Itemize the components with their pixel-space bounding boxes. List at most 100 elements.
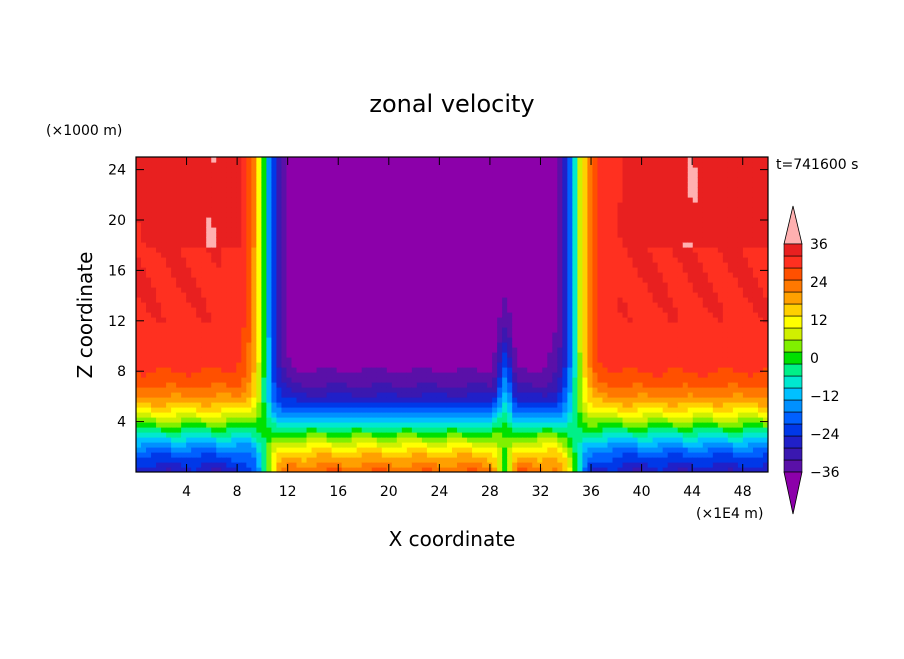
heatmap-cell [436,267,443,273]
heatmap-cell [141,397,147,403]
heatmap-cell [391,402,398,408]
heatmap-cell [306,432,313,438]
heatmap-cell [467,157,473,163]
heatmap-cell [276,227,283,233]
heatmap-cell [351,287,358,293]
heatmap-cell [246,312,252,318]
heatmap-cell [371,372,378,378]
heatmap-cell [186,377,192,383]
heatmap-cell [462,427,468,433]
heatmap-cell [266,242,273,248]
heatmap-cell [351,427,358,433]
heatmap-cell [136,242,142,248]
heatmap-cell [291,332,298,338]
heatmap-cell [166,457,172,463]
heatmap-cell [321,282,328,288]
heatmap-cell [176,312,182,318]
heatmap-cell [472,352,478,358]
heatmap-cell [211,247,217,253]
heatmap-cell [386,222,393,228]
heatmap-cell [366,457,373,463]
heatmap-cell [497,412,503,418]
heatmap-cell [341,397,348,403]
heatmap-cell [482,422,488,428]
heatmap-cell [316,462,323,468]
heatmap-cell [376,262,383,268]
heatmap-cell [376,232,383,238]
heatmap-cell [371,222,378,228]
heatmap-cell [291,382,298,388]
heatmap-cell [472,202,478,208]
heatmap-cell [341,292,348,298]
heatmap-cell [462,222,468,228]
heatmap-cell [406,272,413,278]
heatmap-cell [236,192,242,198]
heatmap-cell [376,437,383,443]
heatmap-cell [371,312,378,318]
heatmap-cell [351,157,358,163]
heatmap-cell [391,322,398,328]
heatmap-cell [246,402,252,408]
heatmap-cell [306,357,313,363]
heatmap-cell [161,432,167,438]
heatmap-cell [296,257,303,263]
heatmap-cell [156,447,162,453]
heatmap-cell [136,287,142,293]
heatmap-cell [271,322,278,328]
heatmap-cell [311,172,318,178]
heatmap-cell [351,277,358,283]
heatmap-cell [206,297,212,303]
heatmap-cell [326,162,333,168]
heatmap-cell [266,412,273,418]
heatmap-cell [401,257,408,263]
heatmap-cell [477,457,483,463]
heatmap-cell [527,227,533,233]
heatmap-cell [191,242,197,248]
heatmap-cell [331,262,338,268]
heatmap-cell [206,362,212,368]
heatmap-cell [136,417,142,423]
heatmap-cell [146,317,152,323]
heatmap-cell [361,412,368,418]
heatmap-cell [186,272,192,278]
heatmap-cell [512,327,518,333]
heatmap-cell [346,227,353,233]
heatmap-cell [371,347,378,353]
heatmap-cell [311,397,318,403]
heatmap-cell [431,312,438,318]
heatmap-cell [371,267,378,273]
heatmap-cell [316,267,323,273]
heatmap-cell [196,287,202,293]
heatmap-cell [341,242,348,248]
heatmap-cell [371,212,378,218]
heatmap-cell [156,387,162,393]
heatmap-cell [291,172,298,178]
heatmap-cell [416,312,423,318]
heatmap-cell [517,442,523,448]
heatmap-cell [416,437,423,443]
heatmap-cell [276,357,283,363]
heatmap-cell [406,317,413,323]
heatmap-cell [206,412,212,418]
heatmap-cell [472,167,478,173]
heatmap-cell [151,257,157,263]
heatmap-cell [206,292,212,298]
heatmap-cell [216,277,222,283]
heatmap-cell [336,162,343,168]
heatmap-cell [311,347,318,353]
heatmap-cell [522,407,528,413]
heatmap-cell [396,467,403,472]
heatmap-cell [251,177,257,183]
heatmap-cell [441,242,448,248]
heatmap-cell [176,462,182,468]
heatmap-cell [472,212,478,218]
heatmap-cell [431,397,438,403]
heatmap-cell [261,177,268,183]
heatmap-cell [472,332,478,338]
heatmap-cell [326,392,333,398]
heatmap-cell [431,452,438,458]
heatmap-cell [341,412,348,418]
heatmap-cell [487,417,493,423]
heatmap-cell [431,427,438,433]
heatmap-cell [472,407,478,413]
